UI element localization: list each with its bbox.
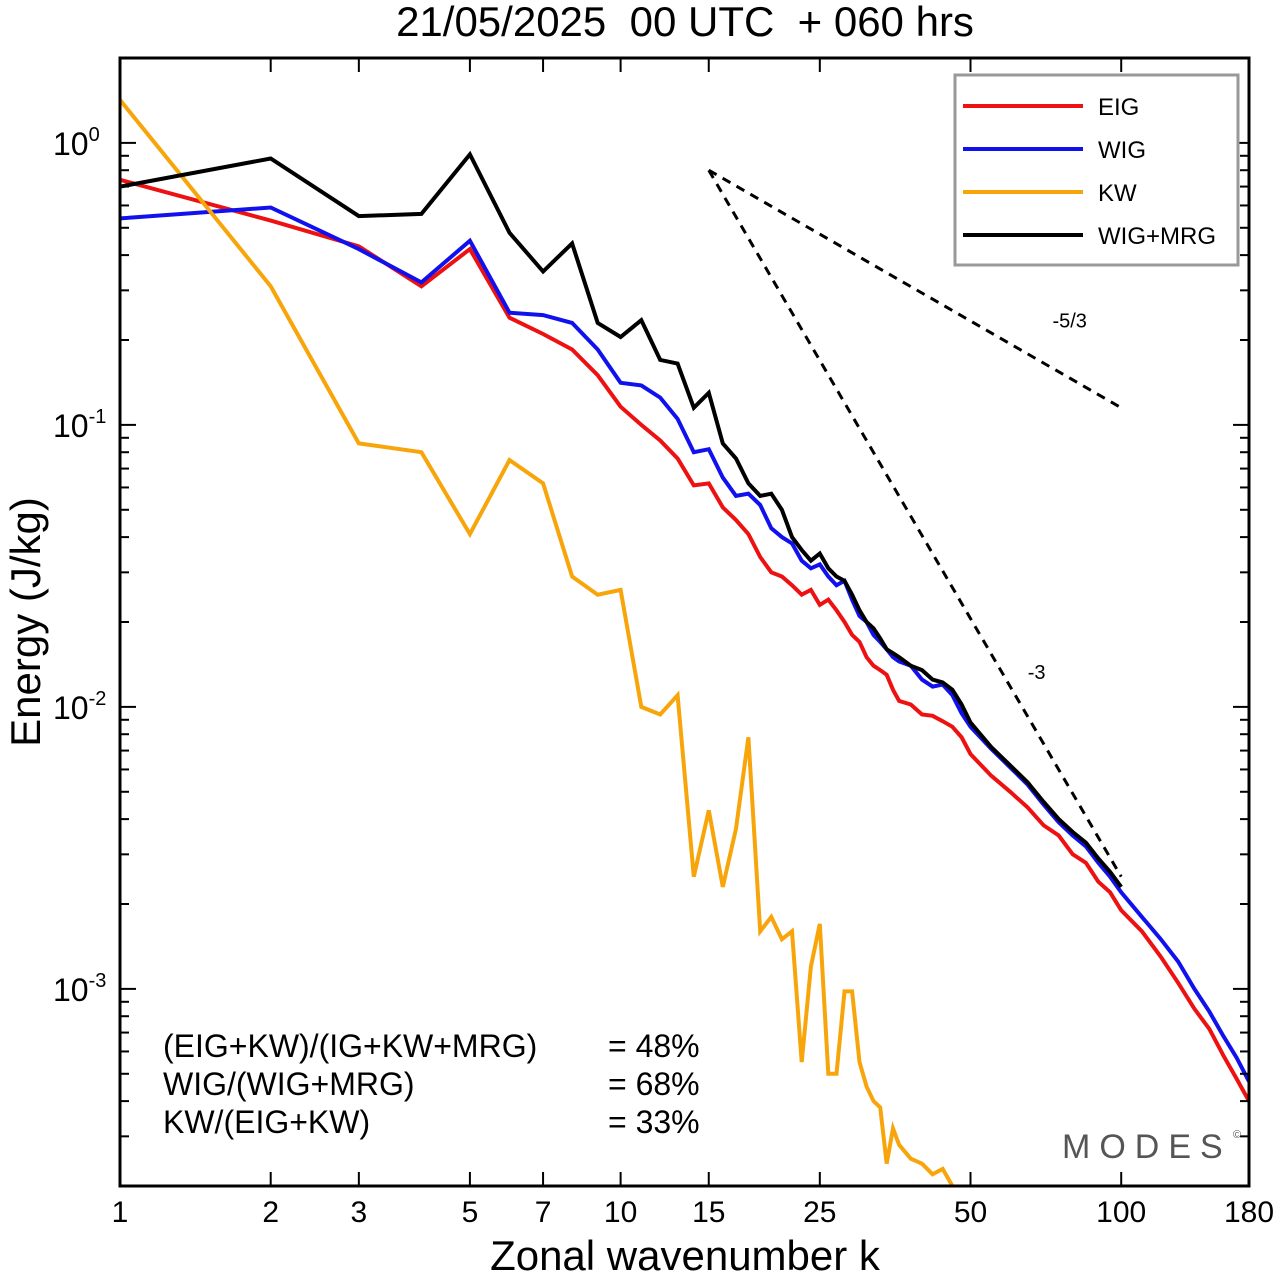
plot-area (118, 56, 1251, 1188)
modes-watermark: MODES (1062, 1128, 1232, 1166)
series-lines (120, 98, 1249, 1186)
slope-label: -5/3 (1052, 311, 1086, 333)
x-tick-label: 180 (1224, 1196, 1274, 1229)
series-line (120, 98, 955, 1186)
x-tick-label: 15 (692, 1196, 725, 1229)
y-axis-label: Energy (J/kg) (2, 497, 49, 747)
x-tick-label: 1 (112, 1196, 129, 1229)
legend-label: WIG (1098, 137, 1146, 164)
x-tick-label: 50 (954, 1196, 987, 1229)
x-tick-label: 100 (1096, 1196, 1146, 1229)
legend-label: KW (1098, 180, 1137, 207)
ratio-value: = 68% (608, 1066, 700, 1102)
x-tick-label: 10 (604, 1196, 637, 1229)
x-tick-label: 3 (351, 1196, 368, 1229)
legend-label: EIG (1098, 94, 1139, 121)
ratio-label: WIG/(WIG+MRG) (163, 1066, 415, 1102)
series-line (120, 177, 1249, 1103)
ratio-label: KW/(EIG+KW) (163, 1104, 370, 1140)
y-tick-label: 10-2 (53, 688, 106, 726)
legend: EIG WIG KW WIG+MRG (953, 73, 1240, 267)
x-tick-label: 5 (462, 1196, 479, 1229)
ratio-label: (EIG+KW)/(IG+KW+MRG) (163, 1028, 537, 1064)
x-axis-label: Zonal wavenumber k (490, 1232, 881, 1279)
ratio-annotations: (EIG+KW)/(IG+KW+MRG) = 48% WIG/(WIG+MRG) = … (163, 1028, 700, 1140)
slope-label: -3 (1028, 662, 1046, 684)
copyright-mark: © (1233, 1129, 1241, 1141)
y-tick-labels: 100 10-1 10-2 10-3 (53, 124, 106, 1008)
x-tick-label: 7 (535, 1196, 552, 1229)
ratio-value: = 33% (608, 1104, 700, 1140)
reference-slope-lines (707, 168, 1123, 878)
plot-frame (118, 56, 1251, 1188)
y-tick-label: 10-1 (53, 406, 106, 444)
slope-labels: -5/3 -3 (1028, 311, 1087, 684)
x-tick-label: 2 (262, 1196, 279, 1229)
x-tick-label: 25 (803, 1196, 836, 1229)
reference-slope-line (707, 169, 1123, 878)
x-tick-labels: 1 2 3 5 7 10 15 25 50 100 180 (112, 1196, 1274, 1229)
series-line (120, 150, 1123, 889)
ratio-value: = 48% (608, 1028, 700, 1064)
y-tick-label: 100 (53, 124, 100, 162)
chart-title: 21/05/2025 00 UTC + 060 hrs (396, 0, 974, 45)
series-line (120, 205, 1249, 1083)
legend-label: WIG+MRG (1098, 223, 1216, 250)
y-tick-label: 10-3 (53, 970, 106, 1008)
